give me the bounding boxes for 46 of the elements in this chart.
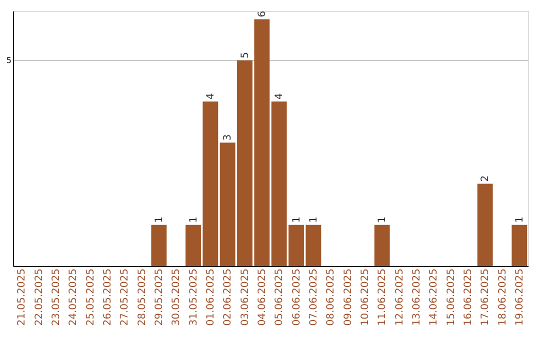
bar: [374, 224, 390, 266]
data-label: 4: [274, 93, 286, 100]
data-label: 1: [291, 216, 302, 223]
x-tick-label: 03.06.2025: [240, 268, 251, 326]
x-tick-label: 02.06.2025: [222, 268, 234, 326]
x-tick-label: 13.06.2025: [411, 268, 422, 326]
data-label: 1: [154, 216, 165, 223]
x-tick-label: 24.05.2025: [68, 268, 80, 326]
x-tick-label: 16.06.2025: [462, 268, 474, 326]
x-tick-label: 06.06.2025: [291, 268, 302, 326]
bar: [477, 184, 493, 266]
x-tick-label: 09.06.2025: [342, 268, 354, 326]
x-tick-label: 18.06.2025: [497, 268, 508, 326]
x-tick-label: 08.06.2025: [326, 268, 337, 326]
x-tick-label: 26.05.2025: [102, 268, 114, 326]
x-tick-label: 12.06.2025: [394, 268, 406, 326]
x-tick-label: 25.05.2025: [85, 268, 96, 326]
x-tick-label: 22.05.2025: [34, 268, 45, 326]
x-tick-label: 05.06.2025: [274, 268, 286, 326]
x-tick-label: 17.06.2025: [480, 268, 492, 326]
x-tick-label: 07.06.2025: [308, 268, 320, 326]
data-label: 1: [188, 216, 200, 223]
x-tick-label: 29.05.2025: [154, 268, 165, 326]
x-tick-label: 14.06.2025: [428, 268, 440, 326]
bar: [512, 224, 528, 266]
data-label: 1: [377, 216, 388, 223]
data-label: 1: [308, 216, 320, 223]
x-tick-label: 21.05.2025: [16, 268, 28, 326]
bar: [151, 224, 167, 266]
x-tick-label: 11.06.2025: [377, 268, 388, 326]
data-label: 2: [480, 175, 492, 182]
x-tick-label: 28.05.2025: [136, 268, 148, 326]
data-label: 5: [240, 52, 251, 58]
x-tick-label: 31.05.2025: [188, 268, 200, 326]
x-tick-label: 19.06.2025: [514, 268, 526, 326]
x-tick-label: 15.06.2025: [446, 268, 457, 326]
x-tick-label: 04.06.2025: [256, 268, 268, 326]
data-label: 1: [514, 216, 526, 223]
x-tick-label: 10.06.2025: [360, 268, 371, 326]
data-label: 6: [256, 10, 268, 18]
data-label: 4: [205, 93, 216, 100]
x-tick-label: 30.05.2025: [171, 268, 182, 326]
x-tick-label: 01.06.2025: [205, 268, 216, 326]
data-label: 3: [222, 134, 234, 141]
x-tick-label: 27.05.2025: [120, 268, 131, 326]
x-tick-label: 23.05.2025: [50, 268, 62, 326]
